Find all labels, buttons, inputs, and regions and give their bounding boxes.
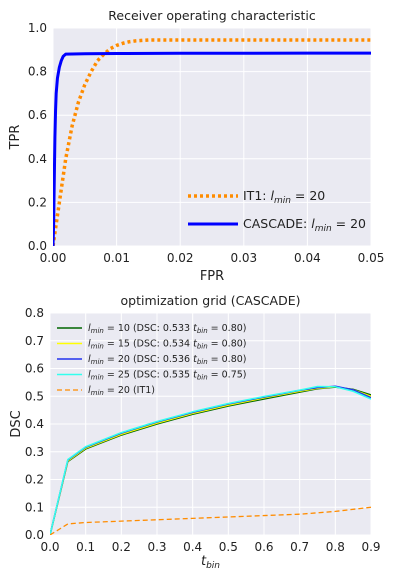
series-line-4	[50, 385, 371, 535]
legend-label-3: lmin = 20 (DSC: 0.536 tbin = 0.80)	[88, 354, 247, 366]
grid-xlabel: tbin	[201, 554, 220, 570]
legend-label-2: CASCADE: lmin = 20	[243, 216, 366, 234]
x-tick-label: 0.3	[147, 540, 166, 554]
x-tick-label: 0.6	[254, 540, 273, 554]
grid-xlabel-sub: bin	[206, 561, 220, 570]
x-tick-label: 0.02	[167, 251, 194, 265]
grid-series	[50, 385, 371, 535]
x-tick-label: 0.1	[76, 540, 95, 554]
y-tick-label: 0.6	[25, 362, 44, 376]
y-tick-label: 0.2	[28, 195, 47, 209]
x-tick-label: 0.5	[219, 540, 238, 554]
y-tick-label: 0.3	[25, 445, 44, 459]
grid-title: optimization grid (CASCADE)	[121, 293, 301, 308]
roc-title: Receiver operating characteristic	[108, 8, 316, 23]
y-tick-label: 0.7	[25, 334, 44, 348]
roc-grid	[52, 27, 372, 247]
legend-label-1: IT1: lmin = 20	[243, 188, 325, 206]
y-tick-label: 0.4	[28, 152, 47, 166]
y-tick-label: 0.5	[25, 389, 44, 403]
grid-ticks: 0.0 0.1 0.2 0.3 0.4 0.5 0.6 0.7 0.8 0.9 0.0 0.1 0.2 0…	[25, 306, 381, 554]
roc-legend: IT1: lmin = 20 CASCADE: lmin = 20	[188, 188, 366, 234]
x-tick-label: 0.04	[294, 251, 321, 265]
grid-ylabel: DSC	[9, 410, 24, 437]
legend-label-1: lmin = 10 (DSC: 0.533 tbin = 0.80)	[88, 323, 247, 335]
roc-series	[53, 38, 371, 246]
y-tick-label: 0.8	[25, 306, 44, 320]
x-tick-label: 0.05	[358, 251, 385, 265]
grid-xlabel-var: t	[201, 554, 207, 569]
y-tick-label: 0.0	[25, 528, 44, 542]
x-tick-label: 0.8	[326, 540, 345, 554]
roc-chart: 0.00 0.01 0.02 0.03 0.04 0.05 0.0 0.2 0.4 0.6 0.8 1…	[8, 8, 384, 284]
roc-xlabel: FPR	[200, 269, 224, 284]
y-tick-label: 0.4	[25, 417, 44, 431]
roc-ticks: 0.00 0.01 0.02 0.03 0.04 0.05 0.0 0.2 0.4 0.6 0.8 1…	[28, 21, 384, 265]
legend-label-2: lmin = 15 (DSC: 0.534 tbin = 0.80)	[88, 339, 247, 351]
series-line-2	[53, 51, 371, 246]
x-tick-label: 0.00	[40, 251, 67, 265]
x-tick-label: 0.01	[103, 251, 130, 265]
y-tick-label: 0.1	[25, 500, 44, 514]
legend-label-5: lmin = 20 (IT1)	[88, 385, 155, 397]
roc-ylabel: TPR	[8, 125, 23, 151]
series-line-5	[50, 506, 371, 535]
x-tick-label: 0.2	[112, 540, 131, 554]
y-tick-label: 0.6	[28, 108, 47, 122]
grid-legend: lmin = 10 (DSC: 0.533 tbin = 0.80) lmin =…	[57, 323, 247, 397]
x-tick-label: 0.9	[361, 540, 380, 554]
x-tick-label: 0.0	[40, 540, 59, 554]
x-tick-label: 0.7	[290, 540, 309, 554]
series-line-1	[53, 38, 371, 246]
y-tick-label: 0.2	[25, 473, 44, 487]
x-tick-label: 0.03	[230, 251, 257, 265]
x-tick-label: 0.4	[183, 540, 202, 554]
grid-chart: 0.0 0.1 0.2 0.3 0.4 0.5 0.6 0.7 0.8 0.9 0.0 0.1 0.2 0…	[9, 293, 381, 570]
legend-label-4: lmin = 25 (DSC: 0.535 tbin = 0.75)	[88, 370, 247, 382]
grid-grid	[49, 312, 372, 536]
y-tick-label: 0.8	[28, 65, 47, 79]
y-tick-label: 0.0	[28, 239, 47, 253]
roc-plot-area	[53, 28, 371, 246]
y-tick-label: 1.0	[28, 21, 47, 35]
